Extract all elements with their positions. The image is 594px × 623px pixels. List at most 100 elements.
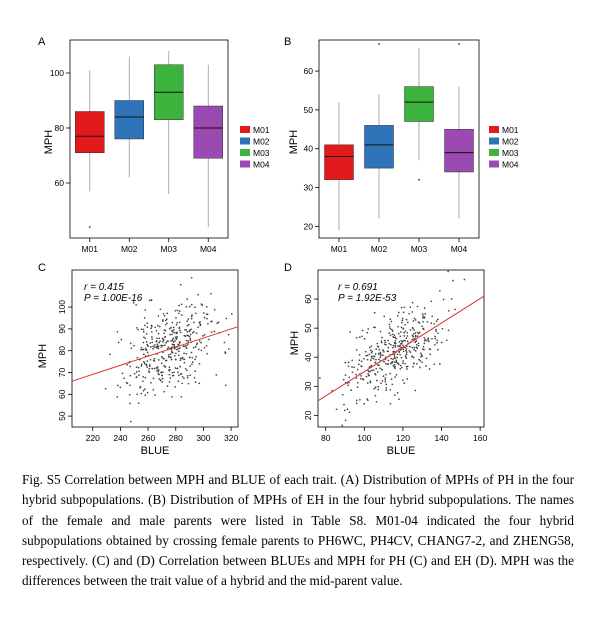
scatter-point [133, 344, 135, 347]
scatter-point [156, 367, 159, 370]
scatter-point [367, 399, 369, 402]
scatter-point [351, 371, 354, 374]
scatter-point [143, 362, 146, 365]
scatter-point [156, 343, 159, 346]
scatter-point [394, 394, 396, 396]
panel-d-ylabel: MPH [289, 331, 301, 356]
scatter-point [408, 345, 411, 348]
scatter-point [194, 306, 196, 309]
scatter-point [435, 320, 438, 322]
scatter-point [148, 363, 151, 366]
scatter-point [404, 346, 407, 349]
scatter-point [163, 390, 166, 393]
scatter-point [188, 335, 191, 338]
scatter-point [116, 396, 119, 398]
scatter-point [203, 346, 206, 349]
scatter-point [402, 379, 404, 382]
x-tick-label: M02 [121, 244, 138, 254]
scatter-point [104, 387, 107, 390]
y-tick-label: 30 [303, 381, 313, 391]
scatter-point [344, 374, 347, 376]
scatter-point [169, 333, 172, 336]
scatter-point [185, 347, 188, 349]
legend-swatch [489, 149, 499, 156]
scatter-point [210, 292, 212, 295]
scatter-point [436, 318, 439, 321]
scatter-point [414, 389, 417, 392]
scatter-point [191, 361, 194, 363]
scatter-point [156, 347, 158, 349]
scatter-point [151, 341, 154, 344]
panel-c-xlabel: BLUE [141, 445, 170, 457]
scatter-point [140, 328, 143, 331]
scatter-point [191, 363, 193, 366]
panel-c-ylabel: MPH [37, 344, 49, 369]
scatter-point [171, 343, 174, 346]
scatter-point [395, 337, 398, 340]
scatter-point [184, 335, 187, 337]
scatter-point [179, 283, 182, 286]
scatter-point [399, 364, 402, 367]
scatter-point [199, 321, 201, 323]
scatter-point [419, 352, 422, 355]
scatter-point [173, 331, 175, 334]
scatter-point [367, 328, 370, 330]
panel-c-r-value: r = 0.415 [84, 282, 124, 293]
scatter-point [184, 345, 187, 347]
scatter-point [164, 366, 166, 368]
scatter-point [153, 360, 156, 362]
scatter-point [341, 393, 344, 396]
scatter-point [387, 359, 390, 362]
scatter-point [380, 354, 382, 357]
scatter-point [186, 376, 189, 379]
scatter-point [361, 335, 363, 338]
scatter-point [353, 366, 355, 369]
scatter-point [180, 314, 183, 316]
scatter-point [434, 343, 436, 346]
scatter-point [355, 402, 358, 405]
scatter-point [389, 388, 392, 391]
scatter-point [157, 345, 160, 348]
scatter-point [365, 354, 367, 357]
scatter-point [125, 381, 128, 384]
scatter-point [422, 315, 424, 317]
panel-c-p-value: P = 1.00E-16 [84, 293, 143, 304]
scatter-point [380, 382, 382, 385]
scatter-point [405, 351, 408, 353]
panel-b-yticks: 20 30 40 50 60 [304, 66, 319, 231]
scatter-point [393, 350, 395, 353]
scatter-point [400, 346, 402, 349]
scatter-point [403, 339, 405, 342]
scatter-point [366, 354, 369, 357]
scatter-point [156, 370, 158, 372]
scatter-point [160, 371, 162, 374]
scatter-point [405, 337, 408, 340]
scatter-point [355, 336, 358, 339]
scatter-point [416, 305, 419, 308]
scatter-point [157, 372, 160, 375]
y-tick-label: 100 [57, 300, 67, 314]
scatter-point [153, 344, 156, 346]
y-tick-label: 20 [303, 410, 313, 420]
scatter-point [396, 356, 398, 359]
scatter-point [361, 378, 364, 380]
scatter-point [366, 331, 369, 334]
panel-d-xlabel: BLUE [387, 445, 416, 457]
y-tick-label: 20 [304, 221, 314, 231]
scatter-point [360, 375, 362, 377]
scatter-point [188, 323, 190, 326]
scatter-point [411, 301, 414, 304]
x-tick-label: M03 [411, 244, 428, 254]
scatter-point [178, 326, 181, 329]
scatter-point [447, 329, 450, 332]
scatter-point [168, 381, 171, 383]
scatter-point [129, 342, 132, 345]
scatter-point [416, 331, 419, 334]
legend-label: M02 [502, 137, 519, 147]
scatter-point [425, 365, 427, 367]
scatter-point [402, 350, 405, 353]
scatter-point [367, 374, 370, 377]
scatter-point [369, 381, 372, 384]
scatter-point [393, 361, 396, 364]
